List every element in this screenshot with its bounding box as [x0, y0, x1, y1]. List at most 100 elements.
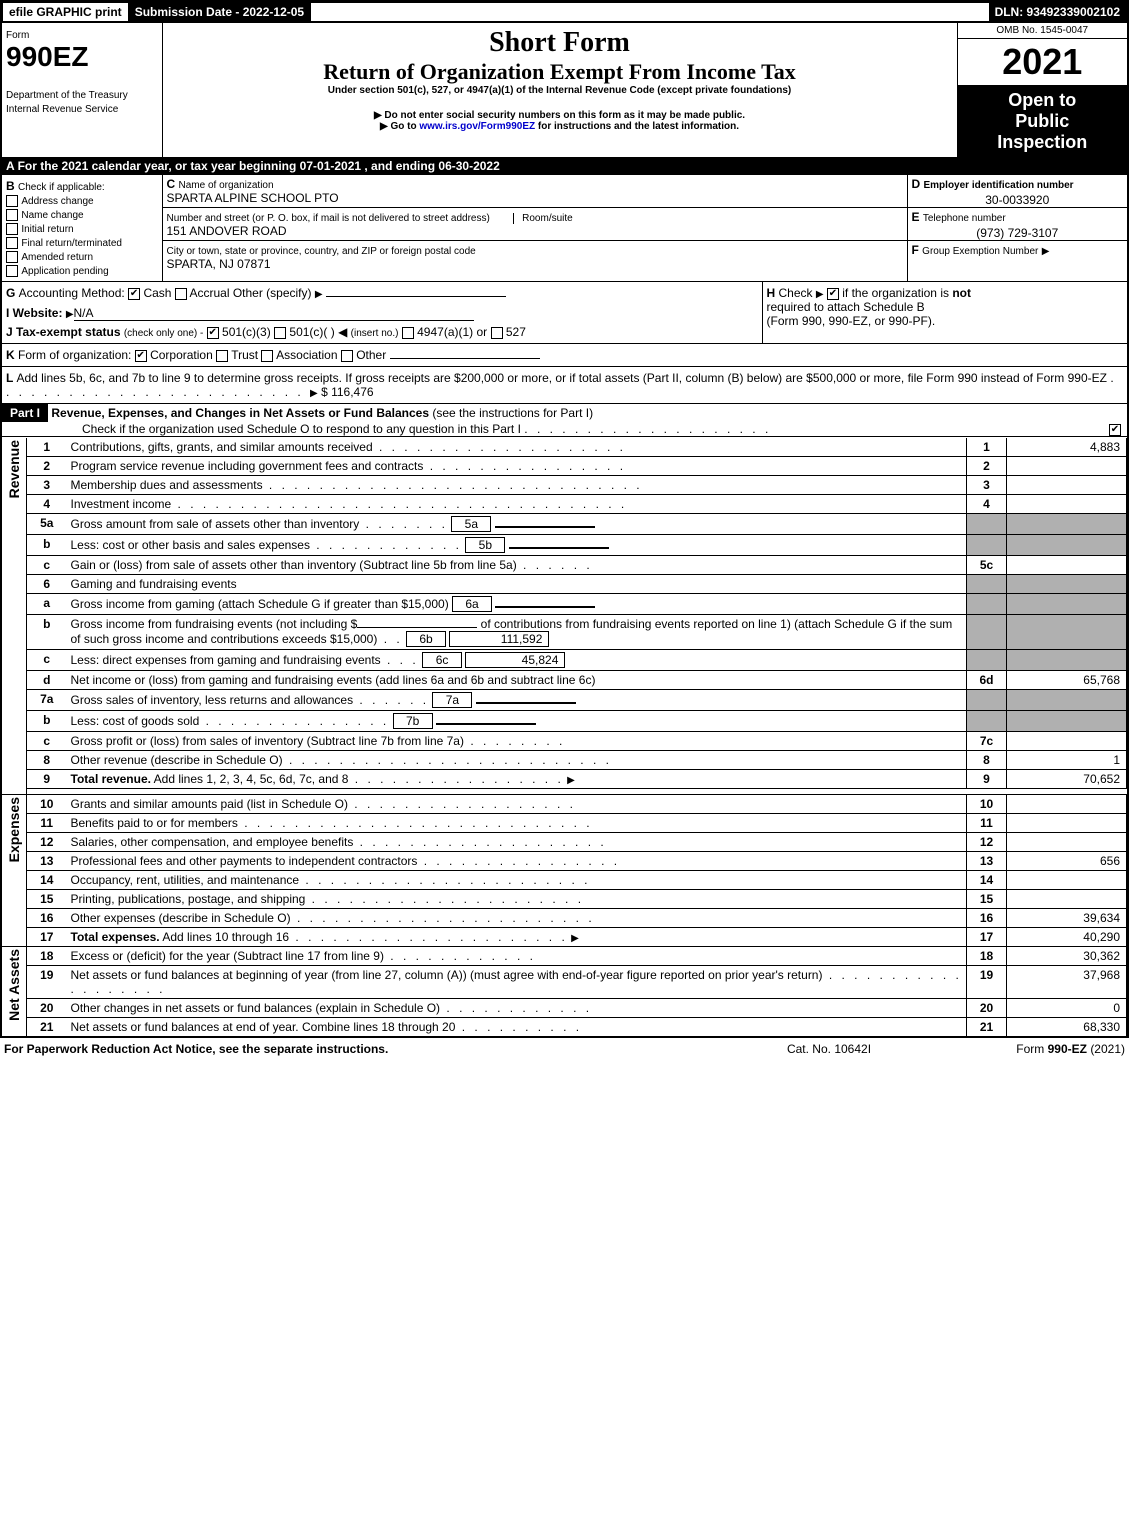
- cash-label: Cash: [143, 286, 171, 300]
- line-1-val: 4,883: [1007, 438, 1127, 457]
- h-not: not: [952, 286, 971, 300]
- corp-checkbox[interactable]: [135, 350, 147, 362]
- line-6c-num: c: [27, 650, 67, 671]
- 527-checkbox[interactable]: [491, 327, 503, 339]
- note-goto-pre: Go to: [390, 121, 419, 132]
- line-9-num: 9: [27, 770, 67, 789]
- addr-change-checkbox[interactable]: [6, 195, 18, 207]
- line-4-num: 4: [27, 495, 67, 514]
- line-7b-box: 7b: [393, 713, 433, 729]
- line-7b-text: Less: cost of goods sold: [71, 714, 200, 728]
- part-i-check: Check if the organization used Schedule …: [2, 422, 521, 436]
- netassets-section: Net Assets: [6, 949, 22, 1021]
- street: 151 ANDOVER ROAD: [167, 224, 287, 238]
- group-exempt-label: Group Exemption Number: [922, 246, 1038, 257]
- trust: Trust: [231, 348, 258, 362]
- line-2-num: 2: [27, 457, 67, 476]
- room-label: Room/suite: [513, 213, 573, 224]
- insert-no: (insert no.): [351, 328, 399, 339]
- h-text2: required to attach Schedule B: [767, 300, 925, 314]
- ein-label: Employer identification number: [924, 180, 1074, 191]
- line-9-box: 9: [967, 770, 1007, 789]
- other-org-checkbox[interactable]: [341, 350, 353, 362]
- form-org-label: Form of organization:: [18, 348, 131, 362]
- line-l-text: Add lines 5b, 6c, and 7b to line 9 to de…: [16, 371, 1107, 385]
- line-1-text: Contributions, gifts, grants, and simila…: [71, 440, 373, 454]
- corp: Corporation: [150, 348, 213, 362]
- line-19-text: Net assets or fund balances at beginning…: [71, 968, 823, 982]
- line-5b-inline-val: [509, 547, 609, 549]
- expenses-section: Expenses: [6, 797, 22, 862]
- line-20-num: 20: [27, 999, 67, 1018]
- line-21-text: Net assets or fund balances at end of ye…: [71, 1020, 456, 1034]
- line-3-val: [1007, 476, 1127, 495]
- 4947-checkbox[interactable]: [402, 327, 414, 339]
- line-12-text: Salaries, other compensation, and employ…: [71, 835, 354, 849]
- cash-checkbox[interactable]: [128, 288, 140, 300]
- line-6b-num: b: [27, 615, 67, 650]
- line-6d-text: Net income or (loss) from gaming and fun…: [71, 673, 596, 687]
- line-12-num: 12: [27, 833, 67, 852]
- efile-print[interactable]: efile GRAPHIC print: [3, 3, 129, 21]
- line-20-val: 0: [1007, 999, 1127, 1018]
- dln: DLN: 93492339002102: [989, 3, 1126, 21]
- irs-link[interactable]: www.irs.gov/Form990EZ: [419, 121, 535, 132]
- line-11-box: 11: [967, 814, 1007, 833]
- name-change-checkbox[interactable]: [6, 209, 18, 221]
- line-21-box: 21: [967, 1018, 1007, 1037]
- city: SPARTA, NJ 07871: [167, 257, 271, 271]
- line-7c-box: 7c: [967, 732, 1007, 751]
- line-16-box: 16: [967, 909, 1007, 928]
- line-13-text: Professional fees and other payments to …: [71, 854, 418, 868]
- initial-checkbox[interactable]: [6, 223, 18, 235]
- 501c3: 501(c)(3): [222, 325, 271, 339]
- paperwork-notice: For Paperwork Reduction Act Notice, see …: [0, 1040, 729, 1058]
- part-i-sub: (see the instructions for Part I): [432, 406, 593, 420]
- final-checkbox[interactable]: [6, 237, 18, 249]
- 527: 527: [506, 325, 526, 339]
- line-10-text: Grants and similar amounts paid (list in…: [71, 797, 348, 811]
- h-check: Check: [779, 286, 813, 300]
- line-7a-num: 7a: [27, 690, 67, 711]
- line-7a-text: Gross sales of inventory, less returns a…: [71, 693, 354, 707]
- phone-value: (973) 729-3107: [908, 226, 1128, 240]
- footer-formno: 990-EZ: [1048, 1042, 1087, 1056]
- line-14-val: [1007, 871, 1127, 890]
- line-20-text: Other changes in net assets or fund bala…: [71, 1001, 441, 1015]
- line-16-text: Other expenses (describe in Schedule O): [71, 911, 291, 925]
- line-18-num: 18: [27, 947, 67, 966]
- amended-return: Amended return: [21, 252, 93, 263]
- line-8-box: 8: [967, 751, 1007, 770]
- line-6c-text: Less: direct expenses from gaming and fu…: [71, 653, 381, 667]
- line-a: For the 2021 calendar year, or tax year …: [18, 159, 500, 173]
- line-6c-box: 6c: [422, 652, 462, 668]
- line-4-text: Investment income: [71, 497, 172, 511]
- assoc: Association: [276, 348, 337, 362]
- line-14-text: Occupancy, rent, utilities, and maintena…: [71, 873, 300, 887]
- h-checkbox[interactable]: [827, 288, 839, 300]
- schedule-o-checkbox[interactable]: [1109, 424, 1121, 436]
- line-7a-inline-val: [476, 702, 576, 704]
- line-6a-text: Gross income from gaming (attach Schedul…: [71, 597, 449, 611]
- name-label: Name of organization: [179, 180, 274, 191]
- public: Public: [962, 111, 1124, 132]
- initial-return: Initial return: [21, 224, 73, 235]
- pending-checkbox[interactable]: [6, 265, 18, 277]
- line-21-val: 68,330: [1007, 1018, 1127, 1037]
- line-6a-num: a: [27, 594, 67, 615]
- city-label: City or town, state or province, country…: [167, 246, 476, 257]
- line-5a-text: Gross amount from sale of assets other t…: [71, 517, 360, 531]
- line-18-text: Excess or (deficit) for the year (Subtra…: [71, 949, 384, 963]
- trust-checkbox[interactable]: [216, 350, 228, 362]
- line-5c-num: c: [27, 556, 67, 575]
- 501c-checkbox[interactable]: [274, 327, 286, 339]
- accrual-checkbox[interactable]: [175, 288, 187, 300]
- line-11-val: [1007, 814, 1127, 833]
- line-15-text: Printing, publications, postage, and shi…: [71, 892, 306, 906]
- 501c3-checkbox[interactable]: [207, 327, 219, 339]
- line-8-text: Other revenue (describe in Schedule O): [71, 753, 283, 767]
- line-5c-val: [1007, 556, 1127, 575]
- line-9-text: Total revenue.: [71, 772, 151, 786]
- amended-checkbox[interactable]: [6, 251, 18, 263]
- assoc-checkbox[interactable]: [261, 350, 273, 362]
